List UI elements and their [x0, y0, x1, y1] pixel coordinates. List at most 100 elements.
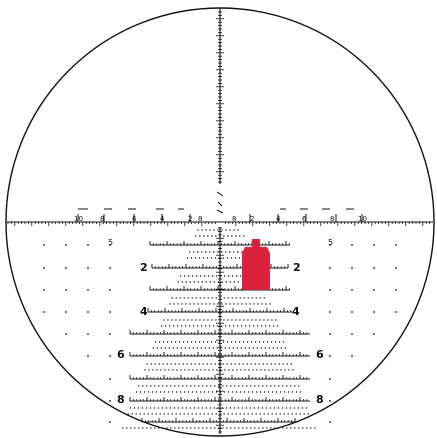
holdover-dot-67 — [219, 275, 222, 277]
holdover-dot-487 — [167, 413, 169, 415]
holdover-dot-357 — [170, 385, 172, 387]
holdover-dot-496 — [203, 413, 205, 415]
holdover-dot-257 — [220, 347, 222, 349]
row-label-8-right: 8 — [316, 393, 324, 406]
holdover-dot-489 — [175, 413, 177, 415]
holdover-dot-270 — [272, 347, 274, 349]
holdover-dot-376 — [246, 385, 248, 387]
holdover-dot-8 — [229, 229, 231, 231]
holdover-dot-141 — [245, 303, 247, 305]
holdover-dot-582 — [87, 267, 89, 269]
holdover-dot-192 — [220, 325, 223, 327]
holdover-dot-302 — [258, 363, 260, 365]
holdover-dot-102 — [187, 297, 189, 299]
holdover-dot-213 — [178, 341, 181, 343]
holdover-dot-405 — [195, 391, 198, 393]
holdover-dot-18 — [223, 235, 225, 237]
holdover-dot-264 — [248, 347, 250, 349]
holdover-dot-70 — [231, 275, 234, 277]
holdover-dot-457 — [229, 407, 232, 409]
holdover-dot-130 — [201, 303, 203, 305]
holdover-dot-28 — [205, 251, 207, 253]
holdover-dot-583 — [351, 267, 353, 269]
holdover-dot-252 — [200, 347, 202, 349]
holdover-dot-419 — [251, 391, 254, 393]
holdover-dot-246 — [176, 347, 178, 349]
holdover-dot-81 — [193, 281, 196, 283]
holdover-dot-281 — [174, 363, 176, 365]
holdover-dot-187 — [200, 325, 203, 327]
holdover-dot-197 — [240, 325, 243, 327]
holdover-dot-466 — [265, 407, 268, 409]
holdover-dot-196 — [236, 325, 239, 327]
holdover-dot-569 — [306, 427, 308, 429]
holdover-dot-317 — [168, 369, 170, 371]
holdover-dot-155 — [191, 319, 193, 321]
holdover-dot-529 — [146, 427, 148, 429]
holdover-dot-315 — [160, 369, 162, 371]
holdover-dot-400 — [175, 391, 178, 393]
holdover-dot-125 — [181, 303, 183, 305]
holdover-dot-211 — [170, 341, 173, 343]
holdover-dot-107 — [207, 297, 209, 299]
holdover-dot-474 — [297, 407, 300, 409]
holdover-dot-43 — [198, 257, 201, 259]
row-labels: 5 5 2 2 4 4 6 6 8 8 — [108, 238, 333, 406]
h-label-left-10: 10 — [74, 215, 83, 223]
holdover-dot-556 — [254, 427, 256, 429]
holdover-dot-132 — [209, 303, 211, 305]
holdover-dot-86 — [213, 281, 216, 283]
holdover-dot-335 — [240, 369, 242, 371]
holdover-dot-354 — [158, 385, 160, 387]
holdover-dot-0 — [197, 229, 199, 231]
holdover-dot-371 — [226, 385, 228, 387]
holdover-dot-325 — [200, 369, 202, 371]
holdover-dot-80 — [189, 281, 192, 283]
holdover-dot-265 — [252, 347, 254, 349]
holdover-dot-425 — [275, 391, 278, 393]
holdover-dot-285 — [190, 363, 192, 365]
holdover-dot-410 — [215, 391, 218, 393]
holdover-dot-334 — [236, 369, 238, 371]
holdover-dot-27 — [201, 251, 203, 253]
holdover-dot-473 — [293, 407, 296, 409]
holdover-dot-7 — [225, 229, 227, 231]
holdover-dot-321 — [184, 369, 186, 371]
holdover-dot-15 — [211, 235, 213, 237]
holdover-dot-465 — [261, 407, 264, 409]
holdover-dot-221 — [210, 341, 213, 343]
holdover-dot-567 — [298, 427, 300, 429]
holdover-dot-395 — [155, 391, 158, 393]
holdover-dot-361 — [186, 385, 188, 387]
holdover-dot-607 — [373, 333, 375, 335]
holdover-dot-25 — [193, 251, 195, 253]
holdover-dot-303 — [262, 363, 264, 365]
holdover-dot-595 — [329, 289, 331, 291]
holdover-dot-304 — [266, 363, 268, 365]
h-label-left-4: 4 — [160, 215, 165, 223]
holdover-dot-243 — [164, 347, 166, 349]
holdover-dot-488 — [171, 413, 173, 415]
holdover-dot-467 — [269, 407, 272, 409]
holdover-dot-170 — [251, 319, 253, 321]
holdover-dot-179 — [168, 325, 171, 327]
holdover-dot-40 — [186, 257, 189, 259]
holdover-dot-486 — [163, 413, 165, 415]
holdover-dot-618 — [109, 421, 111, 423]
holdover-dot-44 — [202, 257, 205, 259]
holdover-dot-574 — [87, 244, 89, 246]
holdover-dot-51 — [230, 257, 233, 259]
holdover-dot-145 — [261, 303, 263, 305]
holdover-dot-368 — [214, 385, 216, 387]
holdover-dot-322 — [188, 369, 190, 371]
holdover-dot-60 — [191, 275, 194, 277]
holdover-dot-449 — [197, 407, 200, 409]
holdover-dot-245 — [172, 347, 174, 349]
holdover-dot-539 — [186, 427, 188, 429]
holdover-dot-182 — [180, 325, 183, 327]
holdover-dot-424 — [271, 391, 274, 393]
holdover-dot-92 — [237, 281, 240, 283]
holdover-dot-351 — [146, 385, 148, 387]
holdover-dot-278 — [162, 363, 164, 365]
holdover-dot-12 — [199, 235, 201, 237]
